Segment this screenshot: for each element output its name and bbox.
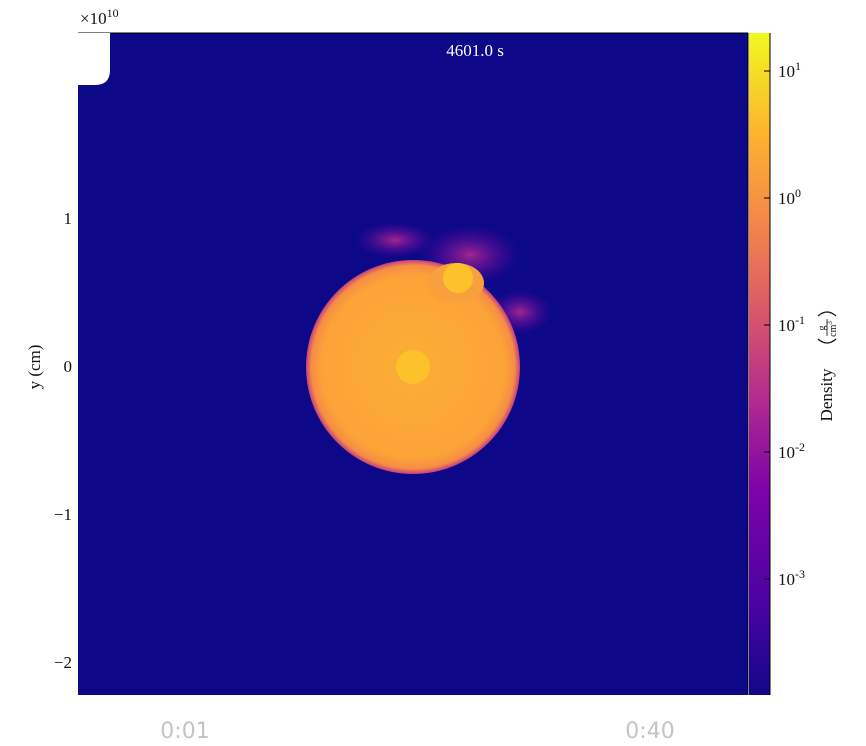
scale-label: ×1010 [80, 6, 119, 28]
tick-exponent: -3 [795, 567, 805, 581]
duration: 0:40 [625, 719, 674, 744]
tick-exponent: -1 [795, 313, 805, 327]
tick-exponent: -2 [795, 440, 805, 454]
tick-exponent: 0 [795, 186, 801, 200]
colorbar-tick-label: 10-2 [778, 440, 805, 462]
video-player: ×1010 4601.0 s y (cm) 10−1−2 10110010-11… [0, 0, 866, 746]
y-tick-label: −2 [54, 653, 72, 672]
tick-base: 10 [778, 697, 795, 716]
colorbar-tick-label: 100 [778, 186, 801, 208]
tick-base: 10 [778, 62, 795, 81]
paren [818, 312, 836, 316]
corner-overlay [0, 33, 110, 85]
colorbar-label: Density g cm3 [817, 312, 839, 421]
time-label: 4601.0 s [446, 41, 504, 60]
unit-numerator: g [817, 326, 828, 331]
paren [818, 339, 836, 343]
tick-base: 10 [778, 570, 795, 589]
colorbar-tick-label: 10-3 [778, 567, 805, 589]
current-time: 0:01 [160, 719, 209, 744]
y-tick-label: 1 [64, 209, 73, 228]
colorbar-tick-label: 10-1 [778, 313, 805, 335]
colorbar-tick-label: 10-4 [778, 694, 805, 716]
companion-core [443, 263, 473, 293]
y-axis-label: y (cm) [25, 345, 44, 390]
tick-exponent: 1 [795, 59, 801, 73]
colorbar [749, 33, 770, 703]
colorbar-tick-label: 101 [778, 59, 801, 81]
tick-exponent: -4 [795, 694, 805, 708]
video-frame: ×1010 4601.0 s y (cm) 10−1−2 10110010-11… [0, 6, 839, 716]
tick-base: 10 [778, 316, 795, 335]
y-tick-label: −1 [54, 505, 72, 524]
unit-denominator: cm3 [826, 321, 839, 337]
y-tick-label: 0 [64, 357, 73, 376]
colorbar-title: Density [817, 368, 836, 421]
tick-base: 10 [778, 189, 795, 208]
y-ticks: 1 0 −1 −2 [54, 209, 72, 672]
tick-base: 10 [778, 443, 795, 462]
star-core [396, 350, 430, 384]
